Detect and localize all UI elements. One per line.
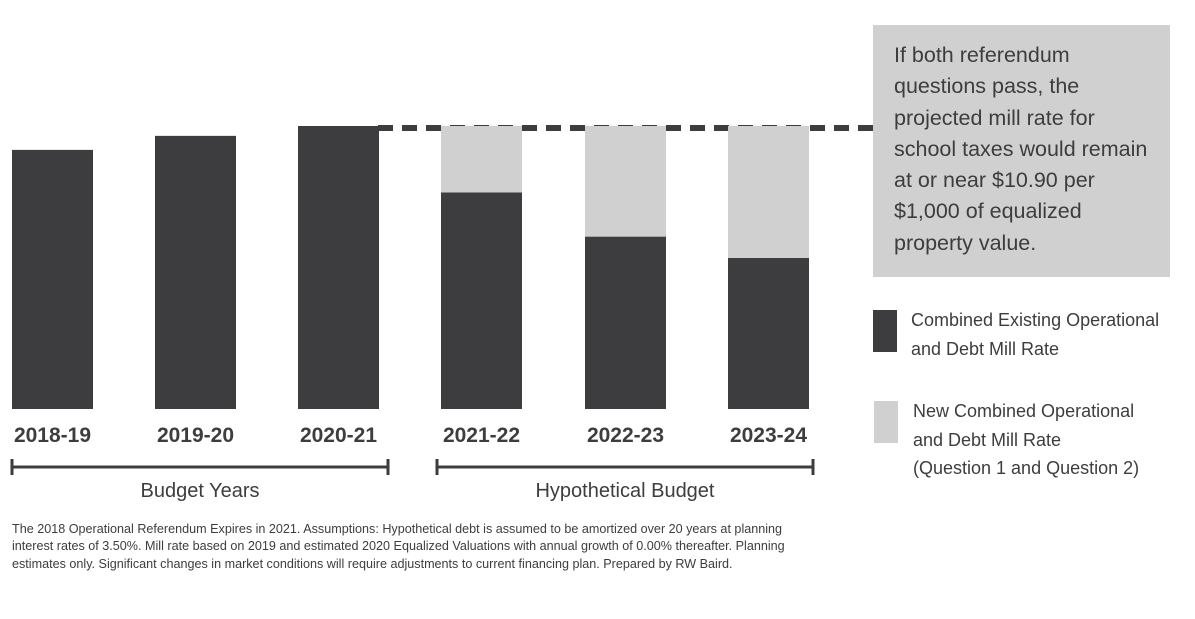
x-tick-label-2019-20: 2019-20: [157, 424, 234, 447]
bar-existing-2022-23: [585, 236, 666, 409]
footnote: The 2018 Operational Referendum Expires …: [12, 522, 785, 571]
callout-box: If both referendum questions pass, the p…: [873, 25, 1170, 277]
bar-new-2023-24: [728, 126, 809, 258]
callout-text: If both referendum questions pass, the p…: [894, 43, 1148, 255]
bar-new-2021-22: [441, 126, 522, 193]
legend-label-existing: Combined Existing Operational and Debt M…: [911, 310, 1160, 359]
bar-existing-2018-19: [12, 149, 93, 410]
bar-existing-2021-22: [441, 192, 522, 409]
legend-swatch-existing: [873, 310, 897, 352]
bar-existing-2019-20: [155, 135, 236, 409]
x-tick-label-2022-23: 2022-23: [587, 424, 664, 447]
bar-new-2022-23: [585, 126, 666, 237]
bar-existing-2023-24: [728, 257, 809, 409]
group-label-hypothetical-budget: Hypothetical Budget: [535, 480, 714, 502]
x-tick-label-2021-22: 2021-22: [443, 424, 520, 447]
group-label-budget-years: Budget Years: [141, 480, 260, 502]
legend-label-new: New Combined Operational and Debt Mill R…: [913, 401, 1140, 478]
bar-existing-2020-21: [298, 126, 379, 409]
x-tick-label-2018-19: 2018-19: [14, 424, 91, 447]
x-tick-label-2020-21: 2020-21: [300, 424, 377, 447]
x-tick-label-2023-24: 2023-24: [730, 424, 807, 447]
legend-swatch-new: [874, 401, 898, 443]
